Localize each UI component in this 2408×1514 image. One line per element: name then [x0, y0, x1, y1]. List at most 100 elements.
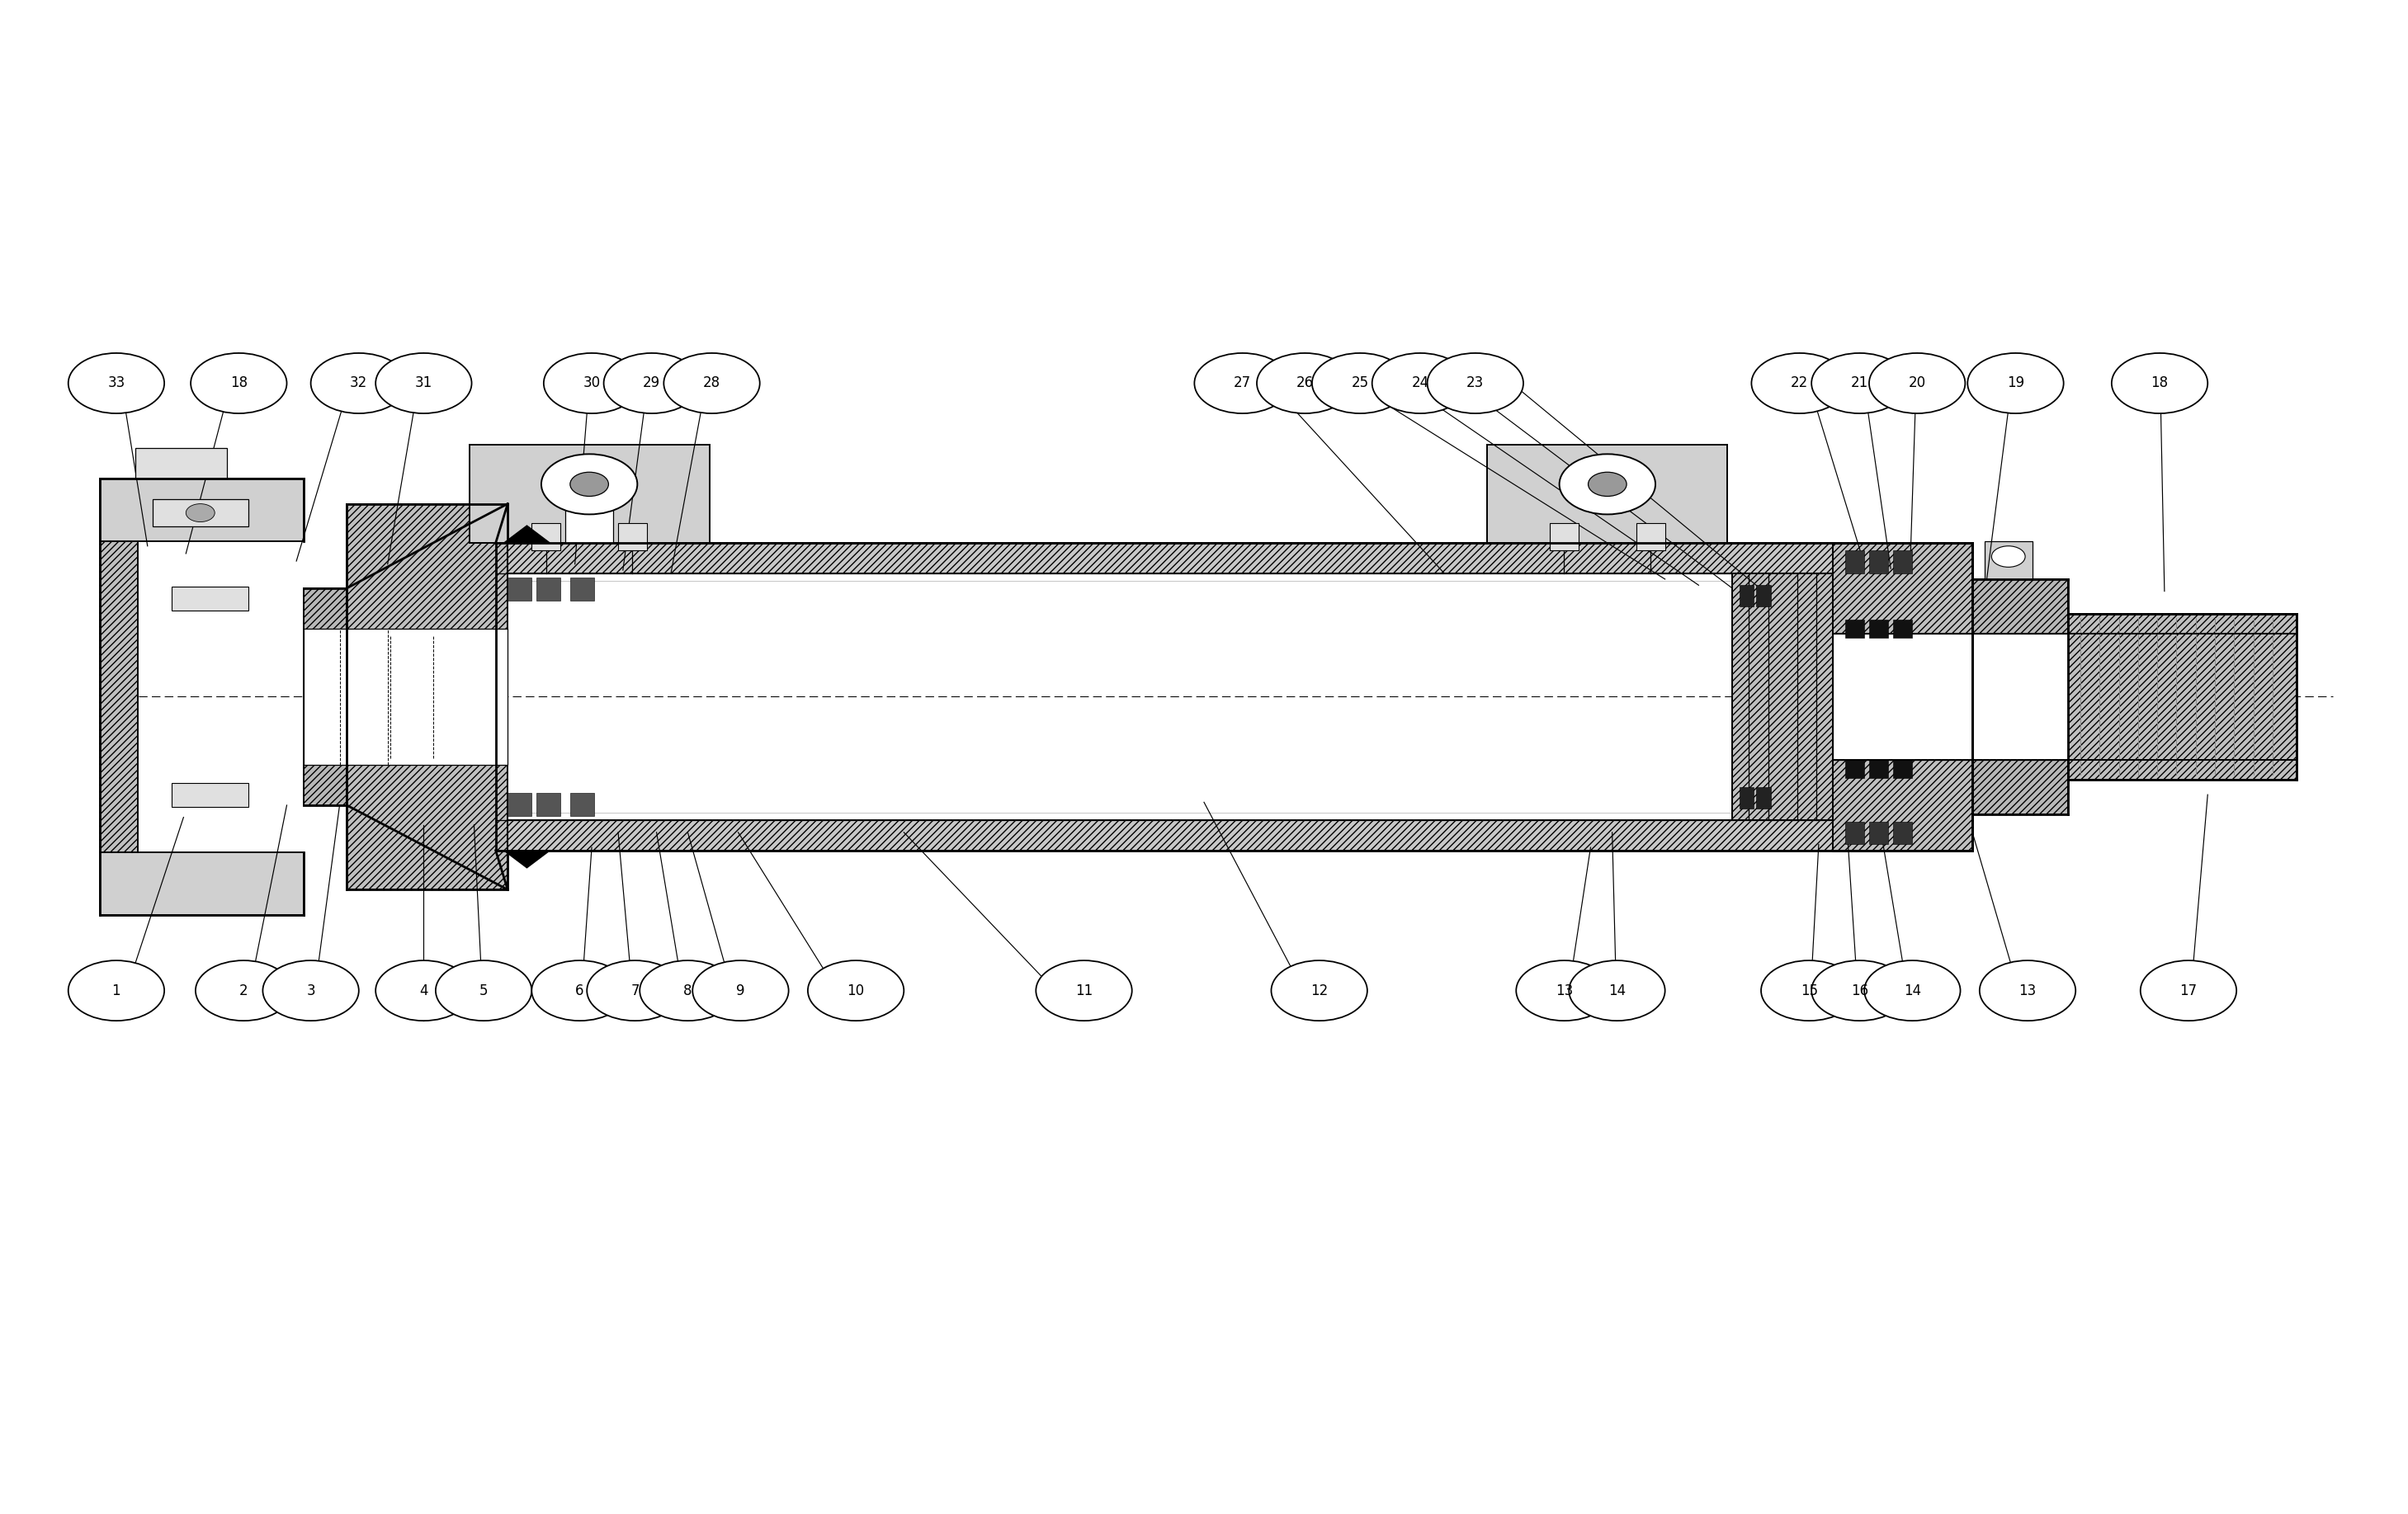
Bar — [1893, 760, 1912, 778]
Bar — [537, 578, 561, 600]
Circle shape — [807, 960, 903, 1020]
Text: 17: 17 — [2179, 983, 2196, 998]
Bar — [303, 589, 347, 805]
Text: 13: 13 — [2018, 983, 2037, 998]
Bar — [171, 783, 248, 807]
Text: 3: 3 — [306, 983, 315, 998]
Circle shape — [1751, 353, 1847, 413]
Text: 18: 18 — [2150, 375, 2167, 391]
Circle shape — [195, 960, 291, 1020]
Text: 19: 19 — [2006, 375, 2025, 391]
Bar — [1739, 787, 1753, 808]
Circle shape — [2141, 960, 2237, 1020]
Bar — [99, 478, 137, 916]
Circle shape — [311, 353, 407, 413]
Bar — [135, 448, 226, 478]
Circle shape — [1864, 960, 1960, 1020]
Text: 14: 14 — [1609, 983, 1625, 998]
Circle shape — [604, 353, 701, 413]
Circle shape — [190, 353, 287, 413]
Bar — [303, 628, 347, 765]
Bar — [1845, 619, 1864, 637]
Text: 26: 26 — [1296, 375, 1312, 391]
Bar — [1635, 524, 1664, 551]
Circle shape — [694, 960, 787, 1020]
Bar — [99, 478, 303, 542]
Bar — [1551, 524, 1580, 551]
Circle shape — [571, 472, 609, 497]
Circle shape — [376, 353, 472, 413]
Bar — [1832, 633, 2297, 760]
Bar — [1972, 633, 2068, 760]
Bar — [1845, 760, 1864, 778]
Circle shape — [185, 504, 214, 522]
Text: 1: 1 — [111, 983, 120, 998]
Bar — [1739, 586, 1753, 606]
Text: 24: 24 — [1411, 375, 1428, 391]
Circle shape — [67, 960, 164, 1020]
Bar — [496, 544, 1972, 574]
Text: 22: 22 — [1792, 375, 1808, 391]
Bar — [508, 793, 532, 816]
Bar — [2068, 613, 2297, 780]
Circle shape — [1428, 353, 1524, 413]
Bar — [171, 587, 248, 610]
Circle shape — [1517, 960, 1613, 1020]
Text: 20: 20 — [1910, 375, 1926, 391]
Text: 21: 21 — [1852, 375, 1869, 391]
Circle shape — [1570, 960, 1664, 1020]
Bar — [1893, 619, 1912, 637]
Bar — [496, 574, 1972, 821]
Circle shape — [532, 960, 628, 1020]
Circle shape — [2112, 353, 2208, 413]
Text: 30: 30 — [583, 375, 600, 391]
Circle shape — [665, 353, 761, 413]
Text: 15: 15 — [1801, 983, 1818, 998]
Bar — [571, 578, 595, 600]
Bar — [496, 821, 1972, 851]
Bar — [152, 500, 248, 527]
Circle shape — [1589, 472, 1625, 497]
Circle shape — [436, 960, 532, 1020]
Bar — [1731, 574, 1832, 821]
Circle shape — [588, 960, 684, 1020]
Text: 8: 8 — [684, 983, 691, 998]
Circle shape — [1035, 960, 1132, 1020]
Text: 28: 28 — [703, 375, 720, 391]
Bar — [1845, 822, 1864, 845]
Circle shape — [641, 960, 737, 1020]
Text: 9: 9 — [737, 983, 744, 998]
Bar — [508, 578, 532, 600]
Bar — [1845, 551, 1864, 574]
Text: 23: 23 — [1466, 375, 1483, 391]
Circle shape — [1811, 353, 1907, 413]
Bar — [1869, 760, 1888, 778]
Text: 32: 32 — [349, 375, 368, 391]
Circle shape — [1991, 547, 2025, 568]
Bar — [99, 852, 303, 916]
Text: 33: 33 — [108, 375, 125, 391]
Bar — [1972, 580, 2068, 815]
Bar — [1893, 822, 1912, 845]
Bar — [566, 506, 614, 544]
Bar — [1832, 544, 1972, 851]
Bar — [1984, 542, 2032, 580]
Text: 5: 5 — [479, 983, 489, 998]
Text: 2: 2 — [238, 983, 248, 998]
Bar — [347, 504, 508, 890]
Text: 31: 31 — [414, 375, 433, 391]
Circle shape — [376, 960, 472, 1020]
Circle shape — [262, 960, 359, 1020]
Text: 14: 14 — [1905, 983, 1922, 998]
Circle shape — [1979, 960, 2076, 1020]
Text: 13: 13 — [1556, 983, 1572, 998]
Text: 11: 11 — [1076, 983, 1093, 998]
Text: 7: 7 — [631, 983, 638, 998]
Text: 27: 27 — [1233, 375, 1252, 391]
Circle shape — [542, 454, 638, 515]
Bar — [1755, 586, 1770, 606]
Bar — [1488, 445, 1727, 544]
Text: 29: 29 — [643, 375, 660, 391]
Text: 18: 18 — [231, 375, 248, 391]
Bar — [1869, 619, 1888, 637]
